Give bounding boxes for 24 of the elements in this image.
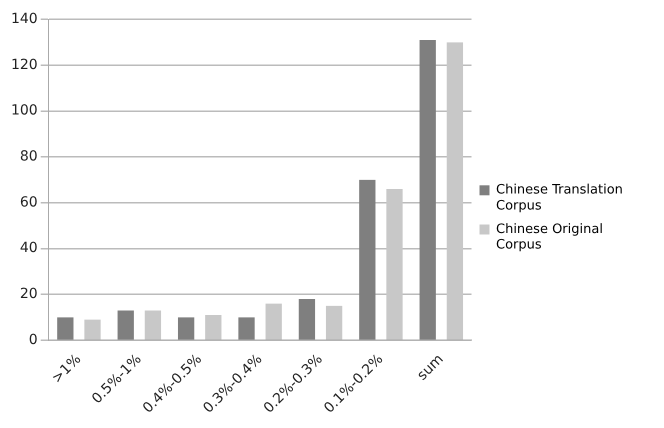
bar xyxy=(446,42,464,340)
y-tick-label: 100 xyxy=(10,102,38,119)
y-tick-label: 140 xyxy=(10,11,38,28)
bar xyxy=(57,317,74,340)
bar xyxy=(144,310,162,340)
bar xyxy=(205,315,222,340)
y-tick-label: 20 xyxy=(20,286,38,302)
bar xyxy=(266,304,282,340)
bar xyxy=(420,40,436,340)
y-tick-label: 60 xyxy=(20,194,38,210)
bar xyxy=(178,317,194,340)
bar xyxy=(298,298,316,340)
legend-label: Chinese Translation Corpus xyxy=(496,182,623,214)
bar xyxy=(326,306,342,340)
bar xyxy=(238,317,255,340)
legend-label: Chinese Original Corpus xyxy=(496,222,603,252)
y-tick-label: 120 xyxy=(10,56,38,73)
bar xyxy=(84,320,101,340)
bar xyxy=(118,310,134,340)
y-tick-label: 0 xyxy=(28,332,38,348)
bar xyxy=(359,180,376,340)
bar xyxy=(386,188,403,340)
y-tick-label: 40 xyxy=(20,240,38,256)
y-tick-label: 80 xyxy=(20,148,38,165)
